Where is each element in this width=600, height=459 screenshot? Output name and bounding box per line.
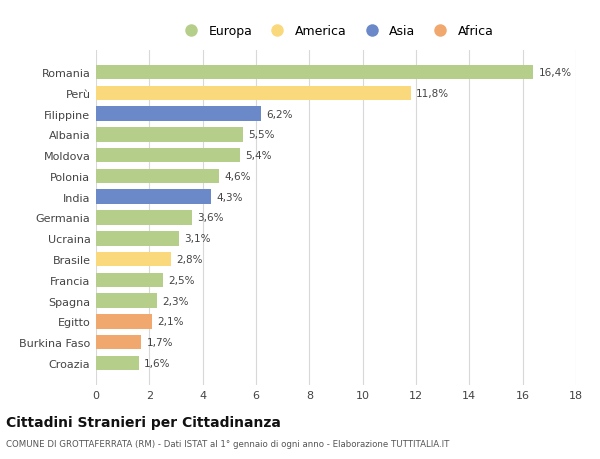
Text: 2,8%: 2,8% — [176, 254, 203, 264]
Bar — [96, 128, 242, 142]
Bar — [96, 107, 262, 122]
Bar — [96, 66, 533, 80]
Text: 3,1%: 3,1% — [184, 234, 211, 244]
Bar — [96, 335, 142, 350]
Bar — [96, 252, 170, 267]
Text: 4,6%: 4,6% — [224, 172, 251, 182]
Text: 2,5%: 2,5% — [168, 275, 194, 285]
Text: 2,1%: 2,1% — [157, 317, 184, 327]
Bar — [96, 190, 211, 205]
Text: 6,2%: 6,2% — [266, 109, 293, 119]
Bar — [96, 273, 163, 287]
Bar — [96, 294, 157, 308]
Text: 16,4%: 16,4% — [539, 68, 572, 78]
Text: 2,3%: 2,3% — [163, 296, 189, 306]
Bar — [96, 314, 152, 329]
Legend: Europa, America, Asia, Africa: Europa, America, Asia, Africa — [173, 20, 499, 43]
Text: 5,5%: 5,5% — [248, 130, 275, 140]
Text: 1,6%: 1,6% — [144, 358, 170, 368]
Bar — [96, 231, 179, 246]
Text: 1,7%: 1,7% — [146, 337, 173, 347]
Bar — [96, 356, 139, 370]
Text: 3,6%: 3,6% — [197, 213, 224, 223]
Text: 4,3%: 4,3% — [216, 192, 242, 202]
Bar — [96, 169, 218, 184]
Text: 5,4%: 5,4% — [245, 151, 272, 161]
Text: Cittadini Stranieri per Cittadinanza: Cittadini Stranieri per Cittadinanza — [6, 415, 281, 429]
Text: COMUNE DI GROTTAFERRATA (RM) - Dati ISTAT al 1° gennaio di ogni anno - Elaborazi: COMUNE DI GROTTAFERRATA (RM) - Dati ISTA… — [6, 439, 449, 448]
Text: 11,8%: 11,8% — [416, 89, 449, 99]
Bar — [96, 86, 410, 101]
Bar — [96, 211, 192, 225]
Bar — [96, 149, 240, 163]
